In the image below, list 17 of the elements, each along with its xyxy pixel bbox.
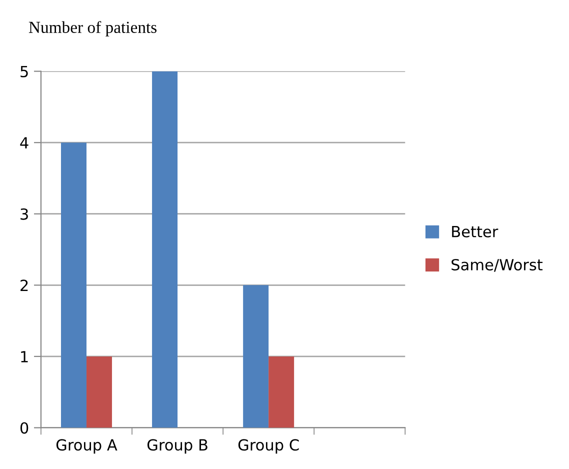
y-tick-label: 0 [20,422,28,434]
legend-label: Better [452,226,498,238]
bar [152,71,178,428]
y-tick-label: 3 [20,208,28,220]
x-tick-label: Group B [147,439,208,454]
bar [243,285,269,428]
y-axis-title: Number of patients [28,21,157,36]
y-tick-label: 1 [21,351,28,362]
y-tick-label: 5 [20,66,28,78]
x-tick-label: Group C [238,439,299,454]
y-tick-label: 2 [20,280,28,291]
legend-label: Same/Worst [452,258,543,272]
bar [86,356,112,428]
bar [60,142,86,428]
y-tick-label: 4 [20,137,28,148]
x-tick-label: Group A [56,439,118,454]
bar [268,356,294,428]
